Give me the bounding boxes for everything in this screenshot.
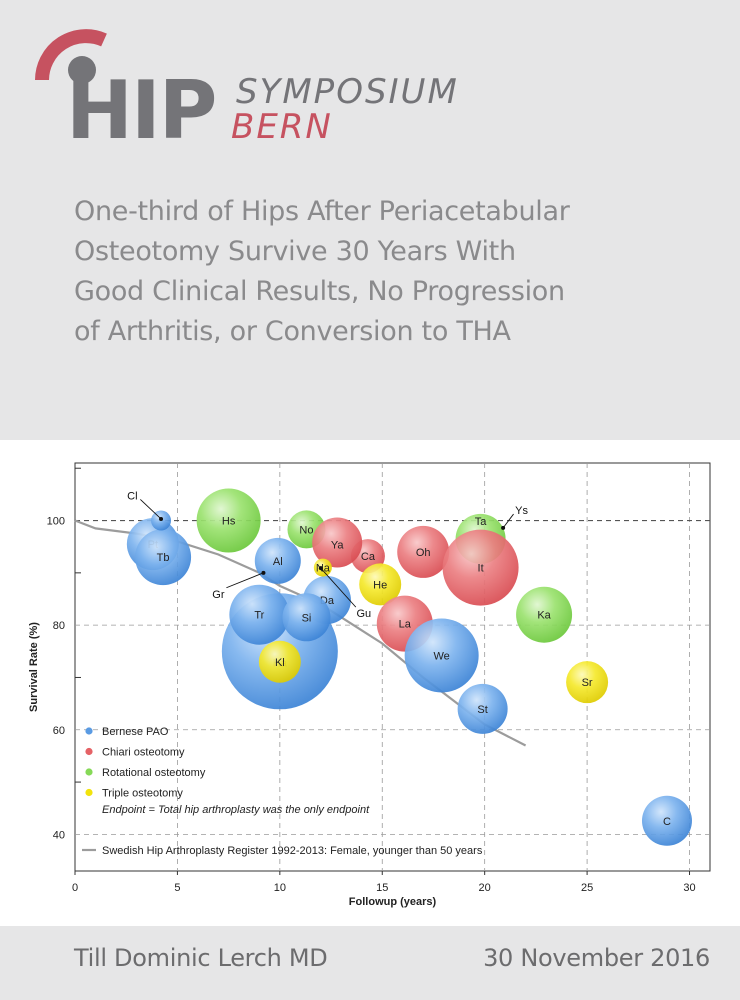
bubble-ka — [516, 586, 573, 643]
bubble-label-hs: Hs — [222, 516, 236, 528]
bubble-st — [457, 683, 508, 734]
annotation-label-gu: Gu — [356, 608, 371, 620]
bubble-label-c: C — [663, 816, 671, 828]
bubble-na — [313, 558, 332, 577]
logo-red-arc — [35, 29, 107, 81]
bubble-we — [404, 618, 479, 693]
bubble-label-we: We — [434, 650, 450, 662]
bubble-label-kl: Kl — [275, 657, 285, 669]
bubble-c — [641, 795, 692, 846]
annotation-label-cl: Cl — [127, 490, 137, 502]
bubble-label-na: Na — [316, 563, 331, 575]
bubble-label-tb: Tb — [157, 552, 170, 564]
x-tick-label-5: 5 — [174, 882, 180, 894]
bubble-si — [282, 593, 331, 642]
logo-ball-icon — [68, 56, 96, 84]
annotation-leader-ys — [502, 513, 514, 529]
axes: 0 5 10 15 20 25 30 40 60 80 100 Followup (years) Sur… — [28, 467, 696, 908]
logo-hip-text: HIP — [66, 64, 215, 157]
hip-symposium-bern-logo: HIP SYMPOSIUM BERN — [35, 29, 459, 157]
bubble-label-it: It — [478, 563, 484, 575]
bubble-it — [442, 529, 519, 606]
headline-line-1: One-third of Hips After Periacetabular — [74, 196, 570, 227]
bubble-label-la: La — [399, 619, 412, 631]
bubble-label-si: Si — [302, 612, 312, 624]
presentation-date: 30 November 2016 — [483, 944, 710, 972]
headline-line-2: Osteotomy Survive 30 Years With — [74, 236, 516, 267]
logo-bern-text: BERN — [231, 107, 333, 147]
y-tick-label-100: 100 — [47, 516, 65, 528]
bubble-label-ya: Ya — [331, 540, 345, 552]
bubble-oh — [397, 525, 450, 578]
author-name: Till Dominic Lerch MD — [74, 944, 328, 972]
y-tick-label-60: 60 — [53, 725, 65, 737]
legend-label-triple: Triple osteotomy — [102, 788, 183, 800]
annotation-label-ys: Ys — [515, 505, 528, 517]
survival-bubble-chart: HaHsNoCaPtTbAlDaTrSiYaNaHeKlLaOhTaItKaWe… — [28, 462, 711, 908]
legend-label-pao: Bernese PAO — [102, 726, 169, 738]
endpoint-note: Endpoint = Total hip arthroplasty was th… — [102, 804, 370, 816]
chart-legend: Bernese PAO Chiari osteotomy Rotational os… — [82, 726, 483, 857]
y-tick-label-40: 40 — [53, 829, 65, 841]
bubble-label-al: Al — [273, 556, 283, 568]
bubble-tb — [135, 529, 192, 586]
bubble-label-no: No — [299, 524, 313, 536]
bubble-label-oh: Oh — [416, 547, 431, 559]
bubble-layer: HaHsNoCaPtTbAlDaTrSiYaNaHeKlLaOhTaItKaWe… — [126, 488, 692, 846]
annotation-layer: Cl Gr Gu Ys — [127, 490, 528, 620]
bubble-ya — [312, 517, 363, 568]
bubble-label-sr: Sr — [582, 677, 593, 689]
bubble-label-st: St — [477, 704, 487, 716]
annotation-leader-gr — [226, 572, 264, 589]
legend-label-chiari: Chiari osteotomy — [102, 747, 185, 759]
plot-frame — [74, 462, 711, 872]
bubble-al — [254, 537, 301, 584]
legend-dot-chiari — [85, 747, 93, 756]
annotation-leader-gu — [320, 567, 357, 608]
legend-label-rotational: Rotational osteotomy — [102, 767, 206, 779]
headline-line-4: of Arthritis, or Conversion to THA — [74, 316, 511, 347]
bubble-label-ta: Ta — [475, 516, 488, 528]
headline-line-3: Good Clinical Results, No Progression — [74, 276, 565, 307]
bubble-tr — [229, 584, 290, 645]
y-tick-label-80: 80 — [53, 620, 65, 632]
x-tick-label-15: 15 — [376, 882, 388, 894]
bubble-label-ka: Ka — [537, 610, 551, 622]
chart-panel: HaHsNoCaPtTbAlDaTrSiYaNaHeKlLaOhTaItKaWe… — [0, 440, 740, 926]
y-axis-label: Survival Rate (%) — [28, 622, 40, 712]
headline: One-third of Hips After Periacetabular O… — [74, 192, 694, 352]
x-tick-label-25: 25 — [581, 882, 593, 894]
legend-dot-triple — [85, 788, 93, 797]
bubble-sr — [566, 661, 609, 704]
legend-dot-rotational — [85, 768, 93, 776]
legend-register-label: Swedish Hip Arthroplasty Register 1992-2… — [102, 845, 483, 857]
x-tick-label-20: 20 — [479, 882, 491, 894]
annotation-leader-cl — [140, 499, 162, 520]
bubble-kl — [258, 640, 301, 683]
bubble-label-ca: Ca — [361, 551, 376, 563]
x-tick-label-30: 30 — [683, 882, 695, 894]
bubble-label-tr: Tr — [254, 610, 264, 622]
legend-dot-pao — [85, 727, 93, 735]
bubble-hs — [196, 488, 261, 553]
x-axis-label: Followup (years) — [349, 896, 437, 908]
x-tick-label-10: 10 — [274, 882, 286, 894]
x-tick-label-0: 0 — [72, 882, 78, 894]
bubble-label-he: He — [373, 579, 387, 591]
bubble-he — [359, 563, 402, 606]
annotation-label-gr: Gr — [212, 589, 225, 601]
logo-symposium-text: SYMPOSIUM — [236, 72, 459, 112]
